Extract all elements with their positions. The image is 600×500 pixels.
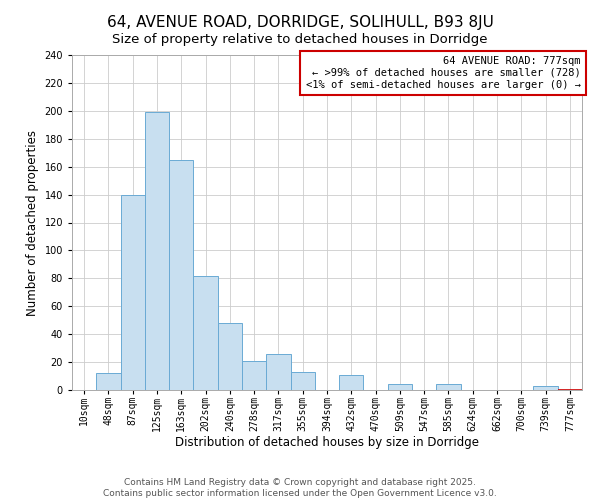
Bar: [436, 384, 461, 390]
Bar: [290, 372, 315, 390]
Text: 64 AVENUE ROAD: 777sqm
← >99% of detached houses are smaller (728)
<1% of semi-d: 64 AVENUE ROAD: 777sqm ← >99% of detache…: [305, 56, 581, 90]
Text: Size of property relative to detached houses in Dorridge: Size of property relative to detached ho…: [112, 32, 488, 46]
Bar: [266, 354, 290, 390]
Bar: [533, 386, 558, 390]
Bar: [388, 384, 412, 390]
Text: Contains HM Land Registry data © Crown copyright and database right 2025.
Contai: Contains HM Land Registry data © Crown c…: [103, 478, 497, 498]
Bar: [96, 373, 121, 390]
Y-axis label: Number of detached properties: Number of detached properties: [26, 130, 39, 316]
Bar: [121, 194, 145, 390]
X-axis label: Distribution of detached houses by size in Dorridge: Distribution of detached houses by size …: [175, 436, 479, 450]
Bar: [193, 276, 218, 390]
Bar: [242, 360, 266, 390]
Bar: [339, 374, 364, 390]
Bar: [218, 323, 242, 390]
Bar: [145, 112, 169, 390]
Text: 64, AVENUE ROAD, DORRIDGE, SOLIHULL, B93 8JU: 64, AVENUE ROAD, DORRIDGE, SOLIHULL, B93…: [107, 15, 493, 30]
Bar: [169, 160, 193, 390]
